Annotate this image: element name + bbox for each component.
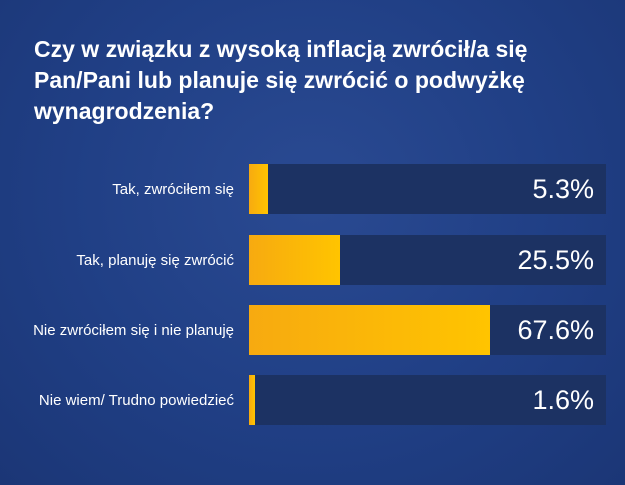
- bar-track: 67.6%: [249, 305, 606, 355]
- bar-track: 1.6%: [249, 375, 606, 425]
- bar-category-label: Tak, planuję się zwrócić: [76, 251, 234, 269]
- bar: [249, 375, 255, 425]
- bar: [249, 164, 268, 214]
- bar-row: Nie wiem/ Trudno powiedzieć 1.6%: [0, 375, 625, 425]
- chart-title-line: wynagrodzenia?: [34, 98, 215, 124]
- bar-track: 5.3%: [249, 164, 606, 214]
- bar: [249, 305, 491, 355]
- bar-row: Nie zwróciłem się i nie planuję 67.6%: [0, 305, 625, 355]
- bar-category-label: Nie wiem/ Trudno powiedzieć: [38, 391, 234, 409]
- bar-row: Tak, zwróciłem się 5.3%: [0, 164, 625, 214]
- bar-category-label: Nie zwróciłem się i nie planuję: [33, 321, 234, 339]
- chart-title-line: Czy w związku z wysoką inflacją zwrócił/…: [34, 36, 528, 62]
- chart-title-line: Pan/Pani lub planuje się zwrócić o podwy…: [34, 67, 525, 93]
- bar-value-label: 1.6%: [532, 385, 594, 415]
- bar-row: Tak, planuję się zwrócić 25.5%: [0, 235, 625, 285]
- bar-value-label: 25.5%: [517, 245, 594, 275]
- bar-value-label: 5.3%: [532, 174, 594, 204]
- bar: [249, 235, 341, 285]
- bar-value-label: 67.6%: [517, 315, 594, 345]
- chart-title: Czy w związku z wysoką inflacją zwrócił/…: [34, 34, 604, 127]
- bar-category-label: Tak, zwróciłem się: [112, 180, 234, 198]
- bar-track: 25.5%: [249, 235, 606, 285]
